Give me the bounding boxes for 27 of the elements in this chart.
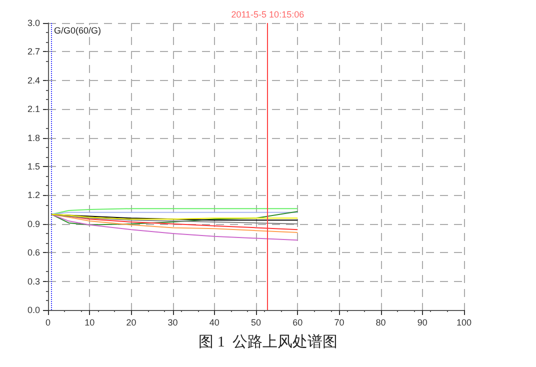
y-tick-label: 2.1 [27,104,40,114]
x-tick-label: 70 [334,318,344,328]
annotation: 2011-5-5 10:15:06 [231,10,304,20]
x-tick-label: 60 [292,318,303,328]
y-tick-label: 1.8 [27,132,40,143]
line-series [50,214,298,241]
x-tick-label: 50 [250,318,262,328]
y-tick-label: 0.9 [27,218,40,229]
x-tick-label: 0 [45,318,51,328]
y-axis-title: G/G0(60/G) [54,26,102,36]
x-tick-label: 90 [417,318,428,328]
line-series [50,210,298,226]
y-tick-label: 2.7 [27,46,40,57]
y-tick-label: 1.2 [27,190,40,200]
x-tick-label: 40 [209,318,220,328]
y-tick-label: 2.4 [27,75,40,86]
x-tick-label: 80 [376,318,386,328]
x-tick-label: 30 [168,318,178,328]
y-tick-label: 0.6 [27,248,40,258]
x-tick-label: 100 [456,318,472,328]
y-tick-label: 1.5 [27,162,40,172]
text: 图 1 公路上风处谱图 [198,334,338,350]
y-tick-label: 0.3 [27,276,40,286]
y-tick-label: 0.0 [27,305,40,315]
x-tick-label: 10 [84,318,95,328]
y-tick-label: 3.0 [27,18,40,28]
x-tick-label: 20 [126,318,136,328]
